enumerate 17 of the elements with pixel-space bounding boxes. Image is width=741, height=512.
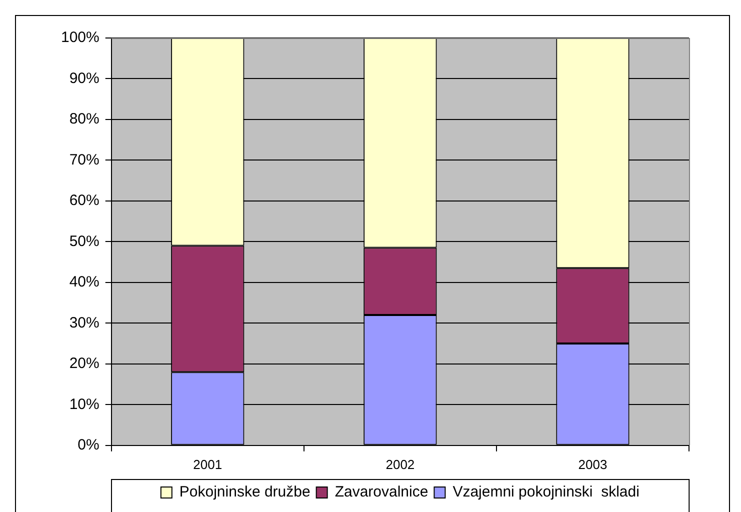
y-tick-label: 90% xyxy=(69,70,100,87)
y-tick-label: 100% xyxy=(60,29,100,46)
x-tick-label: 2003 xyxy=(578,456,608,472)
y-tick-label: 70% xyxy=(69,151,100,168)
legend-label: Zavarovalnice xyxy=(334,484,428,501)
x-tick-label: 2001 xyxy=(193,456,222,472)
y-tick-label: 30% xyxy=(69,314,100,332)
x-tick-label: 2002 xyxy=(386,456,415,472)
y-tick-label: 50% xyxy=(69,232,100,250)
legend-label: Pokojninske družbe xyxy=(179,484,310,501)
y-tick-label: 60% xyxy=(69,192,100,210)
y-tick-label: 10% xyxy=(69,396,100,413)
y-tick-label: 20% xyxy=(69,355,100,372)
y-tick-label: 0% xyxy=(78,436,100,454)
y-tick-label: 40% xyxy=(69,274,100,291)
y-tick-label: 80% xyxy=(69,110,100,128)
legend-label: Vzajemni pokojninski skladi xyxy=(452,484,640,501)
